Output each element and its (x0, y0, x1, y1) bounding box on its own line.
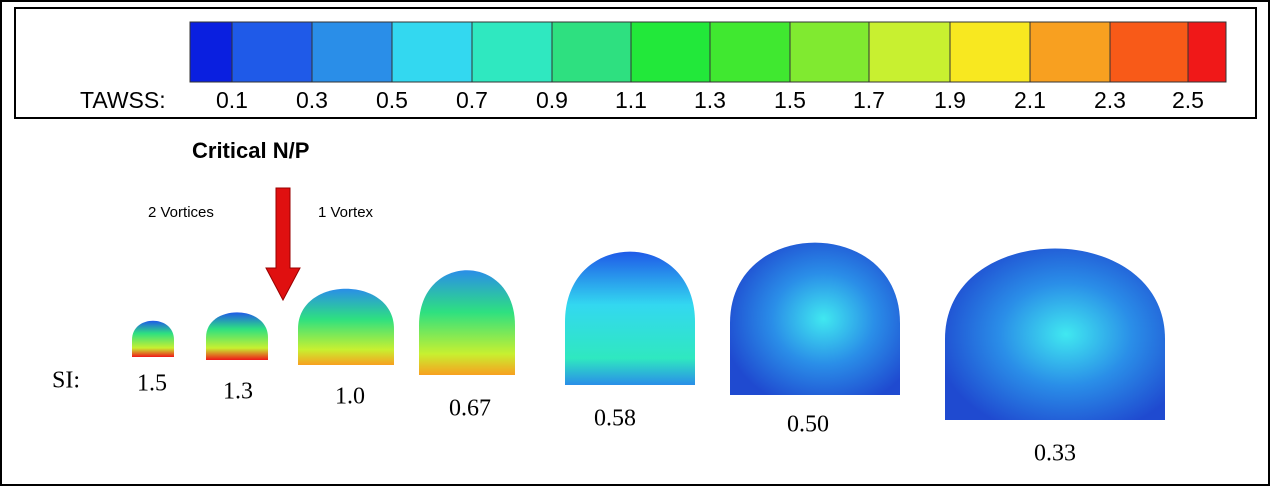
color-cell (190, 22, 232, 82)
color-cell (1110, 22, 1188, 82)
si-value: 1.5 (137, 371, 167, 397)
color-cell (312, 22, 392, 82)
color-cell (950, 22, 1030, 82)
si-value: 0.67 (449, 396, 491, 422)
arrow (266, 188, 300, 300)
aneurysm-shape (206, 312, 268, 360)
aneurysm-shape (298, 289, 394, 365)
tick-label: 1.7 (853, 87, 885, 113)
aneurysm-shape (132, 321, 174, 357)
tick-label: 1.9 (934, 87, 966, 113)
tick-label: 2.1 (1014, 87, 1046, 113)
si-label: SI: (52, 368, 80, 394)
si-value: 0.50 (787, 412, 829, 438)
annotation: 2 Vortices (148, 204, 214, 221)
aneurysm-shape (730, 243, 900, 395)
tick-label: 0.5 (376, 87, 408, 113)
color-cell (392, 22, 472, 82)
color-cell (869, 22, 950, 82)
color-cell (790, 22, 869, 82)
colorbar-label: TAWSS: (80, 87, 166, 113)
color-cell (472, 22, 552, 82)
tick-label: 2.5 (1172, 87, 1204, 113)
color-cell (1188, 22, 1226, 82)
si-value: 1.0 (335, 384, 365, 410)
colorbar: 0.1 0.3 0.5 0.7 0.9 1.1 1.3 1.5 1.7 1.9 2.1 2.3 2.5 (190, 22, 1226, 113)
color-cell (710, 22, 790, 82)
page: 0.10.30.50.70.91.11.31.51.71.92.12.32.5 … (0, 0, 1270, 486)
si-value: 1.3 (223, 379, 253, 405)
aneurysm-shape (565, 252, 695, 385)
tick-label: 1.1 (615, 87, 647, 113)
color-cell (1030, 22, 1110, 82)
color-cell (232, 22, 312, 82)
tick-label: 0.7 (456, 87, 488, 113)
figure: 0.10.30.50.70.91.11.31.51.71.92.12.32.5 … (0, 0, 1270, 486)
si-value: 0.33 (1034, 441, 1076, 467)
tick-label: 2.3 (1094, 87, 1126, 113)
tick-label: 1.3 (694, 87, 726, 113)
si-value: 0.58 (594, 406, 636, 432)
color-cell (631, 22, 710, 82)
annotation: Critical N/P (192, 138, 309, 163)
aneurysm-shape (419, 270, 515, 375)
tick-label: 0.3 (296, 87, 328, 113)
tick-label: 0.1 (216, 87, 248, 113)
aneurysm-shape (945, 249, 1165, 420)
tick-label: 0.9 (536, 87, 568, 113)
annotation: 1 Vortex (318, 204, 374, 221)
color-cell (552, 22, 631, 82)
tick-label: 1.5 (774, 87, 806, 113)
